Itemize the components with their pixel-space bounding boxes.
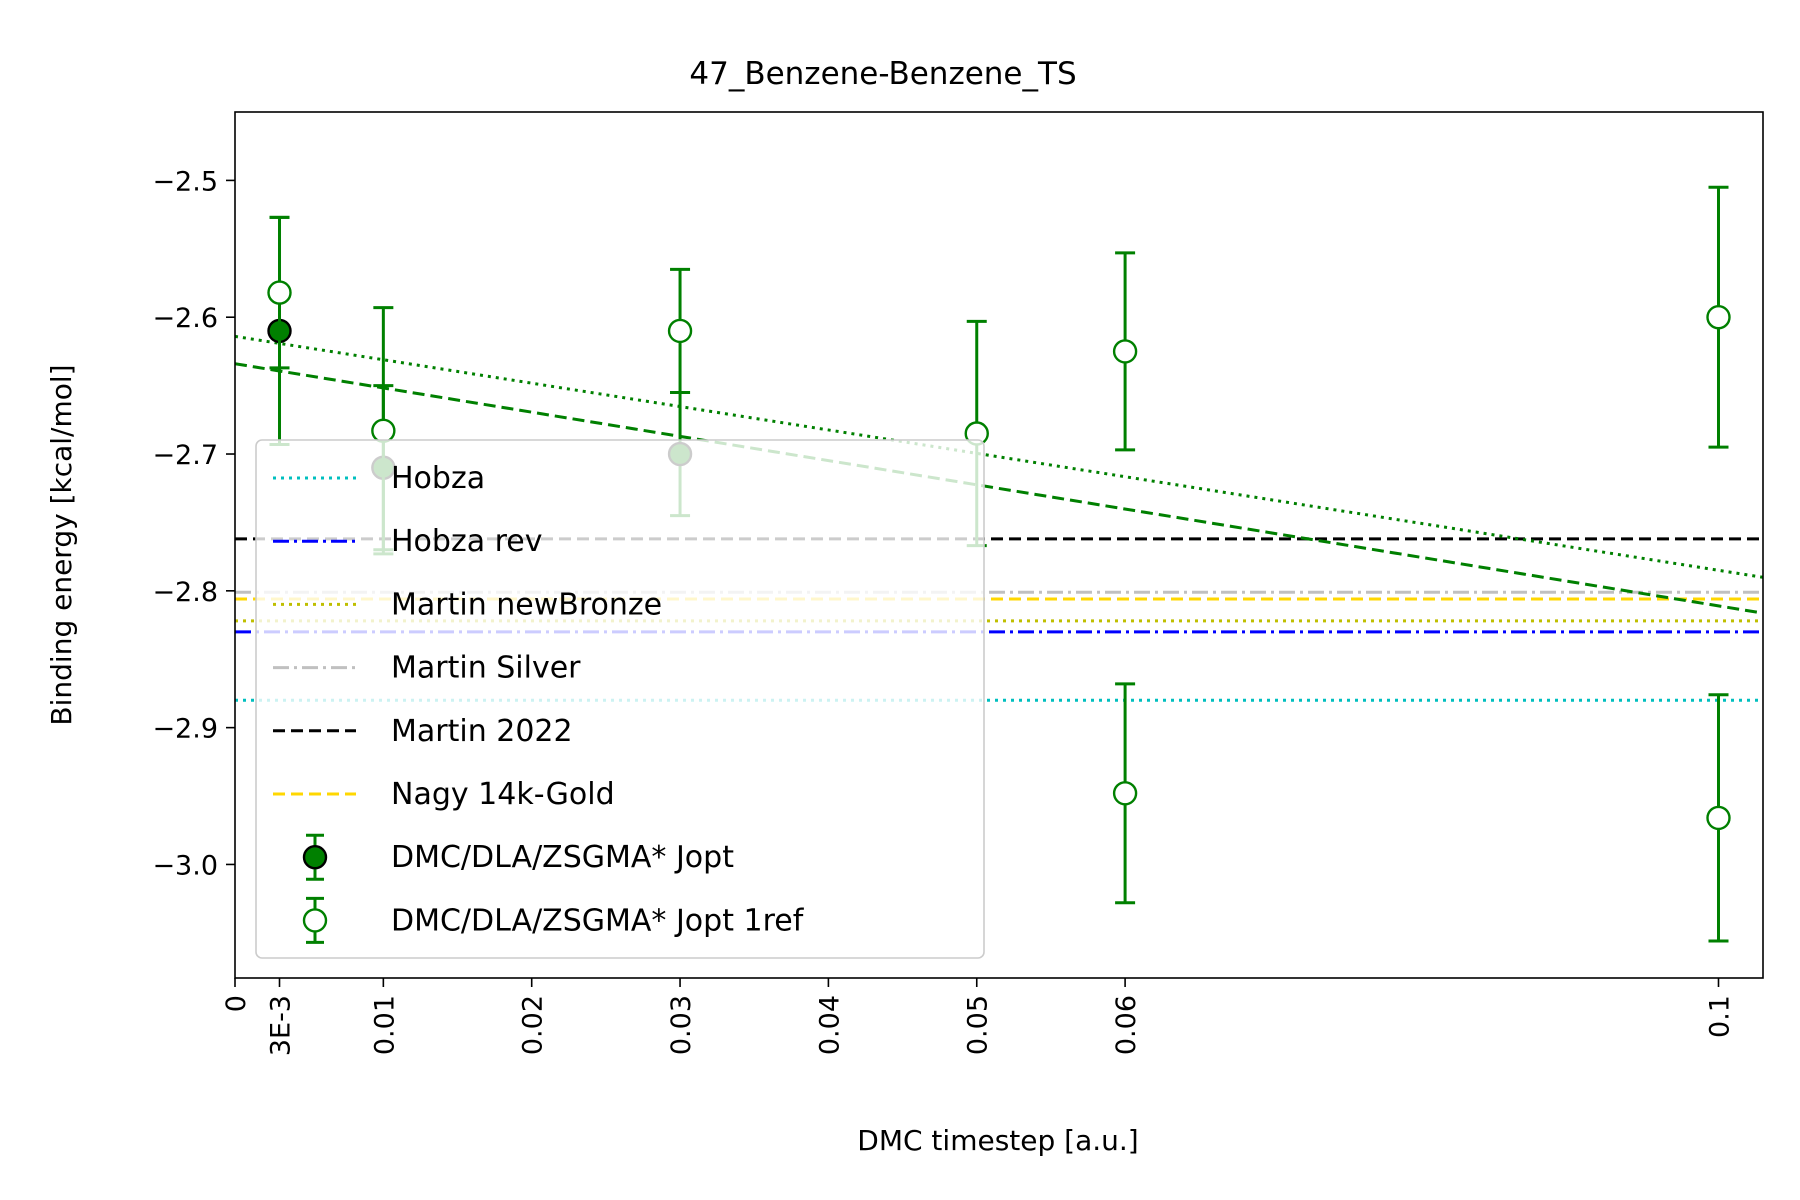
- x-axis-label: DMC timestep [a.u.]: [857, 1124, 1138, 1157]
- legend-label: DMC/DLA/ZSGMA* Jopt: [391, 840, 734, 875]
- marker: [371, 418, 396, 443]
- legend-entry-8: DMC/DLA/ZSGMA* Jopt 1ref: [302, 896, 805, 944]
- y-tick-label: −3.0: [152, 850, 218, 881]
- legend-label: Martin Silver: [391, 651, 581, 686]
- x-tick-label: 3E-3: [266, 995, 297, 1056]
- legend-marker: [302, 908, 328, 933]
- legend-entry-4: Martin Silver: [273, 651, 581, 686]
- y-tick-label: −2.7: [152, 440, 218, 471]
- legend-entry-3: Martin newBronze: [273, 587, 662, 622]
- y-axis-label: Binding energy [kcal/mol]: [45, 364, 78, 725]
- legend-entry-1: Hobza: [273, 461, 485, 496]
- plot-frame: [234, 111, 1764, 979]
- data-point-series-2-1: [267, 215, 292, 370]
- legend-label: Martin 2022: [391, 714, 573, 749]
- legend-box: [255, 439, 985, 959]
- x-tick-label: 0.1: [1704, 995, 1735, 1038]
- legend-label: Martin newBronze: [391, 587, 662, 622]
- legend-label: Hobza: [391, 461, 485, 496]
- legend-entry-2: Hobza rev: [273, 524, 543, 559]
- x-tick-label: 0.02: [518, 995, 549, 1055]
- legend-label: Hobza rev: [391, 524, 543, 559]
- y-tick-label: −2.5: [152, 166, 218, 197]
- y-tick-label: −2.9: [152, 714, 218, 745]
- x-tick-label: 0.03: [666, 995, 697, 1055]
- data-point-series-2-3: [667, 267, 693, 394]
- legend-entry-7: DMC/DLA/ZSGMA* Jopt: [302, 833, 734, 881]
- data-point-series-2-6: [1112, 682, 1138, 905]
- data-point-series-2-5: [1112, 251, 1138, 452]
- x-tick-label: 0: [221, 995, 252, 1012]
- legend-label: Nagy 14k-Gold: [391, 777, 615, 812]
- y-tick-label: −2.6: [152, 303, 218, 334]
- legend-entry-6: Nagy 14k-Gold: [273, 777, 615, 812]
- marker: [1112, 339, 1138, 364]
- x-tick-label: 0.06: [1111, 995, 1142, 1055]
- data-point-series-2-7: [1706, 185, 1731, 449]
- marker: [667, 318, 693, 344]
- legend-entry-5: Martin 2022: [273, 714, 573, 749]
- axes: 0 3E-3 0.01 0.02 0.03 0.04 0.05 0.06 0.1 −2.5 −2.6…: [152, 166, 1735, 1056]
- fit-line-series-2: [235, 334, 1763, 579]
- legend-marker: [302, 845, 328, 870]
- legend-label: DMC/DLA/ZSGMA* Jopt 1ref: [391, 903, 805, 938]
- marker: [267, 280, 292, 305]
- y-tick-label: −2.8: [152, 577, 218, 608]
- chart-title: 47_Benzene-Benzene_TS: [689, 56, 1076, 92]
- marker: [1706, 305, 1731, 330]
- legend: Hobza Hobza rev Martin newBronze Martin Sil…: [255, 439, 985, 959]
- x-tick-label: 0.01: [369, 995, 400, 1055]
- fit-line-series-1: [235, 362, 1763, 615]
- data-point-series-2-8: [1706, 693, 1731, 943]
- x-tick-label: 0.05: [963, 995, 994, 1055]
- x-tick-label: 0.04: [814, 995, 845, 1055]
- marker: [1112, 781, 1138, 806]
- marker: [1706, 805, 1731, 831]
